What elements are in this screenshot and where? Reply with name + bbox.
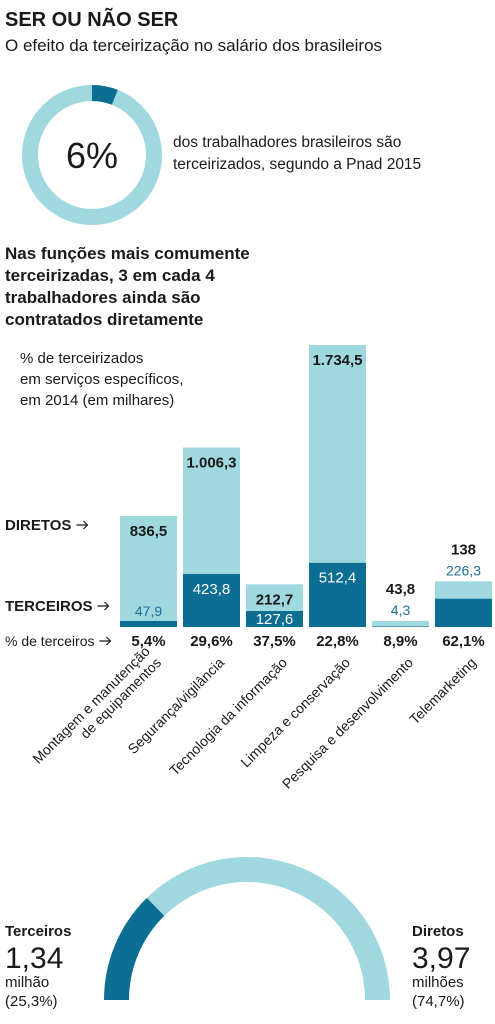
- group-value: 3,97: [412, 942, 470, 975]
- legend-label: DIRETOS: [5, 517, 71, 534]
- section-note: % de terceirizados: [20, 350, 143, 367]
- value-label: 836,5: [130, 523, 168, 540]
- share-value: 8,9%: [383, 633, 417, 650]
- arrow: [99, 636, 112, 646]
- category-label-line: Limpeza e conservação: [237, 654, 353, 770]
- share-value: 29,6%: [190, 633, 233, 650]
- share-row-label: % de terceiros: [5, 633, 94, 649]
- value-label: 226,3: [446, 562, 481, 578]
- category-label: Pesquisa e desenvolvimento: [279, 654, 416, 791]
- section-heading: Nas funções mais comumente: [5, 244, 250, 263]
- category-label: Tecnologia da informação: [166, 654, 290, 778]
- legend-label: TERCEIROS: [5, 598, 93, 615]
- group-share: (25,3%): [5, 993, 58, 1010]
- bar-segment: [246, 610, 303, 627]
- title: SER OU NÃO SER: [5, 8, 179, 31]
- category-label: Telemarketing: [406, 654, 479, 727]
- arrow: [97, 601, 110, 611]
- value-label: 1.006,3: [186, 455, 236, 472]
- category-label: Limpeza e conservação: [237, 654, 353, 770]
- section-heading: contratados diretamente: [5, 310, 203, 329]
- section-heading: terceirizadas, 3 em cada 4: [5, 266, 215, 285]
- category-label: Montagem e manutençãode equipamentos: [29, 643, 164, 778]
- arrow: [76, 520, 89, 530]
- value-label: 4,3: [391, 602, 411, 618]
- group-name: Terceiros: [5, 923, 71, 940]
- donut-caption: terceirizados, segundo a Pnad 2015: [173, 156, 421, 173]
- value-label: 512,4: [319, 570, 357, 587]
- arc-segment: [146, 857, 390, 1000]
- value-label: 47,9: [135, 603, 162, 619]
- share-value: 22,8%: [316, 633, 359, 650]
- donut-label: 6%: [66, 135, 118, 176]
- share-value: 62,1%: [442, 633, 485, 650]
- bar-segment: [372, 620, 429, 627]
- value-label: 138: [451, 541, 476, 558]
- bar-segment: [435, 598, 492, 627]
- value-label: 127,6: [256, 611, 294, 628]
- donut-slice: [92, 85, 118, 105]
- value-label: 423,8: [193, 581, 231, 598]
- section-note: em 2014 (em milhares): [20, 392, 174, 409]
- group-unit: milhão: [5, 974, 49, 991]
- category-label-line: Tecnologia da informação: [166, 654, 290, 778]
- share-value: 5,4%: [131, 633, 165, 650]
- bar-segment: [183, 447, 240, 574]
- group-name: Diretos: [412, 923, 464, 940]
- group-unit: milhões: [412, 974, 464, 991]
- share-value: 37,5%: [253, 633, 296, 650]
- group-value: 1,34: [5, 942, 63, 975]
- donut-caption: dos trabalhadores brasileiros são: [173, 134, 401, 151]
- bar-segment: [372, 626, 429, 627]
- value-label: 1.734,5: [312, 352, 362, 369]
- bar-segment: [120, 620, 177, 627]
- bar-segment: [309, 345, 366, 563]
- value-label: 43,8: [386, 581, 415, 598]
- value-label: 212,7: [256, 591, 294, 608]
- bar-segment: [435, 581, 492, 599]
- category-label-line: Telemarketing: [406, 654, 479, 727]
- group-share: (74,7%): [412, 993, 465, 1010]
- category-label-line: Pesquisa e desenvolvimento: [279, 654, 416, 791]
- section-heading: trabalhadores ainda são: [5, 288, 201, 307]
- bar-segment: [309, 562, 366, 627]
- bar-segment: [120, 516, 177, 621]
- subtitle: O efeito da terceirização no salário dos…: [5, 36, 382, 55]
- bar-segment: [246, 584, 303, 611]
- arc-segment: [104, 897, 165, 1000]
- section-note: em serviços específicos,: [20, 371, 183, 388]
- bar-segment: [183, 573, 240, 627]
